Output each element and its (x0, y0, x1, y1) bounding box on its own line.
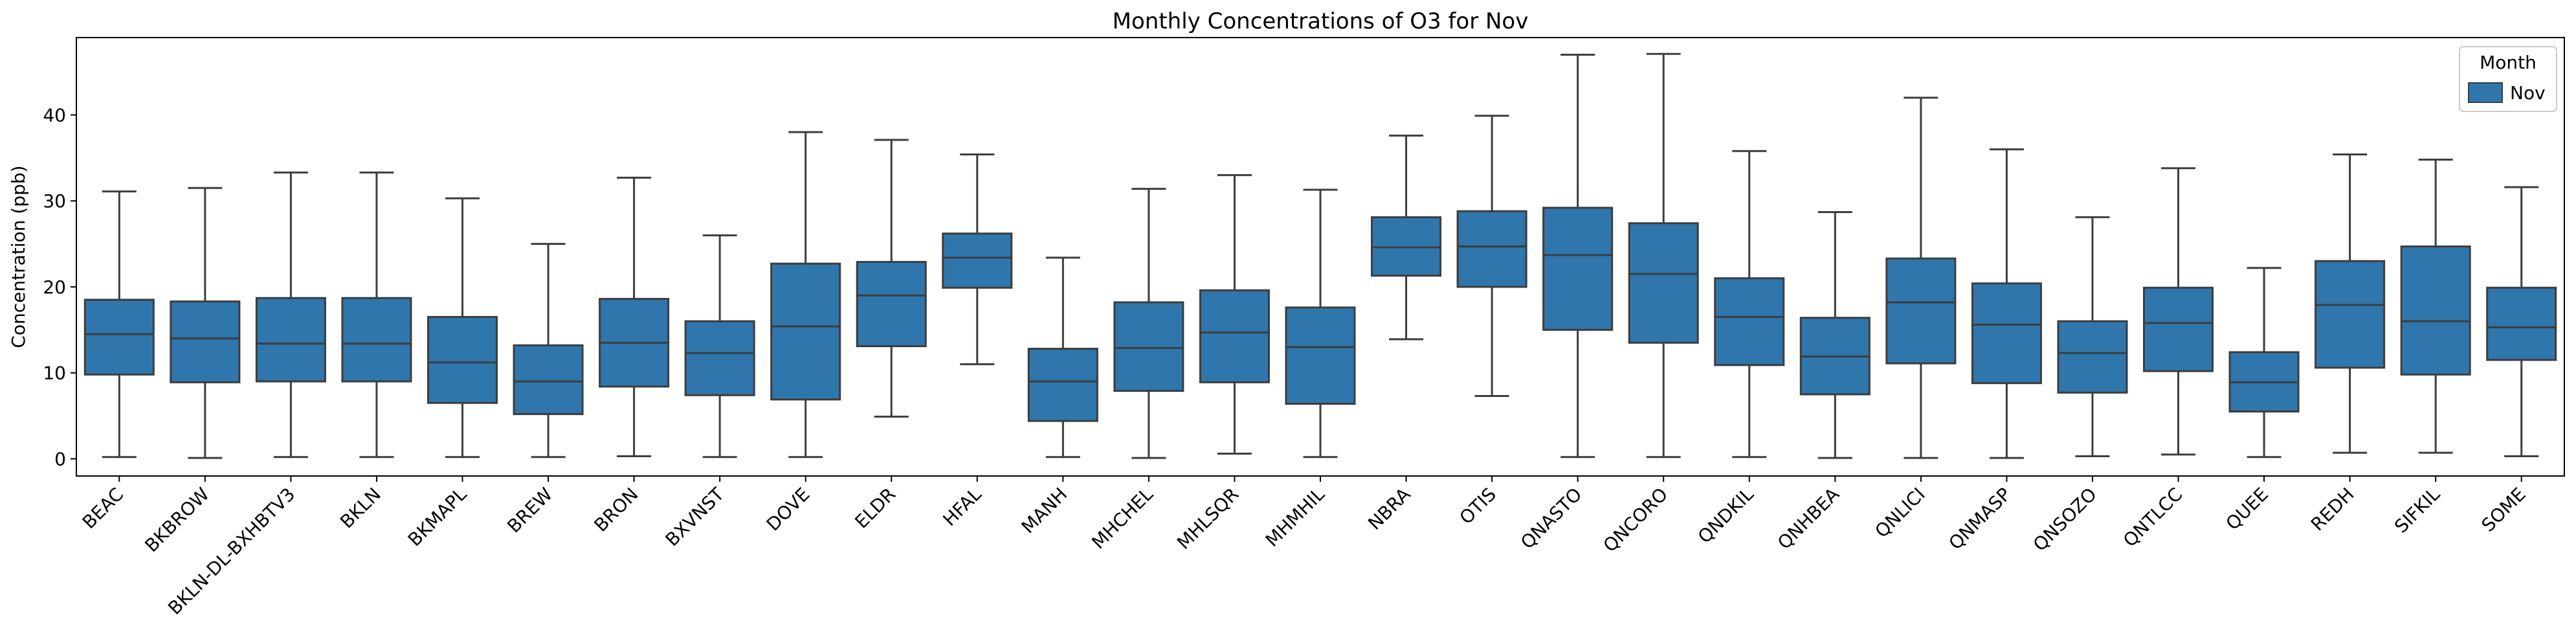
box-group-redh (2315, 153, 2386, 454)
y-tick-label: 10 (43, 363, 66, 384)
box-group-brew (513, 243, 584, 459)
x-tick-label: QNDKIL (1694, 483, 1758, 547)
box (2142, 286, 2214, 372)
box-group-qnsozo (2057, 216, 2128, 457)
box (1542, 207, 1614, 331)
x-tick-label: BEAC (78, 484, 128, 533)
box (170, 300, 241, 383)
box (770, 262, 841, 401)
x-tick-label: BKLN (336, 484, 385, 533)
box-group-beac (83, 190, 155, 459)
box (1027, 348, 1098, 422)
y-tick-label: 40 (43, 104, 66, 126)
box (83, 299, 155, 376)
box-group-qnasto (1542, 54, 1614, 459)
legend-swatch (2468, 82, 2503, 103)
y-tick-label: 20 (43, 277, 66, 298)
x-tick-label: SOME (2478, 484, 2530, 536)
box (1456, 210, 1527, 288)
x-tick-label: BKBROW (140, 484, 213, 556)
x-tick-label: QNASTO (1516, 484, 1586, 554)
x-tick-label: QNCORO (1599, 484, 1672, 556)
box (856, 260, 927, 348)
x-tick-label: BKMAPL (404, 483, 471, 550)
box (255, 297, 326, 383)
x-tick-label: MHMHIL (1261, 483, 1329, 550)
box (1885, 257, 1957, 365)
legend-entry-label: Nov (2510, 82, 2546, 104)
box-group-bkmapl (427, 197, 498, 459)
box-group-manh (1027, 256, 1098, 459)
box-group-nbra (1371, 134, 1442, 341)
box (1285, 306, 1356, 405)
y-tick-label: 0 (54, 448, 66, 470)
x-tick-label: HFAL (938, 483, 986, 530)
x-tick-label: QNHBEA (1773, 484, 1843, 554)
x-tick-label: REDH (2307, 484, 2359, 536)
x-tick-label: QNSOZO (2029, 484, 2101, 556)
box (2057, 320, 2128, 394)
box-group-eldr (856, 139, 927, 418)
box-group-bron (599, 176, 670, 457)
box-group-qntlcc (2142, 167, 2214, 456)
y-tick-label: 30 (43, 190, 66, 212)
box-group-mhmhil (1285, 188, 1356, 459)
box (2315, 260, 2386, 369)
x-tick-label: MHCHEL (1087, 483, 1157, 553)
box-group-otis (1456, 115, 1527, 398)
box (1199, 289, 1270, 383)
box (2400, 245, 2471, 376)
chart-title: Monthly Concentrations of O3 for Nov (1113, 8, 1529, 34)
x-tick-label: SIFKIL (2390, 483, 2444, 537)
box (513, 344, 584, 415)
box-group-bxvnst (684, 234, 755, 459)
x-tick-label: MANH (1017, 484, 1072, 538)
box (1971, 282, 2042, 385)
box-group-mhlsqr (1199, 174, 1270, 455)
box-group-bkbrow (170, 187, 241, 459)
x-tick-label: QNLICI (1871, 484, 1929, 542)
x-tick-label: BRON (590, 484, 642, 536)
box-group-bkln (341, 171, 412, 459)
box (427, 315, 498, 404)
box-group-qncoro (1628, 52, 1699, 459)
legend-title: Month (2480, 52, 2537, 73)
box-group-dove (770, 131, 841, 459)
x-tick-label: BREW (503, 484, 557, 538)
x-tick-label: QUEE (2222, 484, 2272, 534)
box-group-quee (2228, 267, 2300, 459)
x-tick-label: MHLSQR (1173, 484, 1243, 554)
x-tick-label: BXVNST (661, 483, 729, 550)
plot-area (83, 52, 2557, 459)
x-tick-label: DOVE (762, 484, 814, 536)
box-group-mhchel (1113, 188, 1184, 459)
box (1113, 301, 1184, 392)
box-group-qndkil (1714, 150, 1785, 459)
y-axis-label: Concentration (ppb) (8, 165, 29, 348)
box (1628, 222, 1699, 344)
box-group-qnmasp (1971, 148, 2042, 459)
box (1714, 277, 1785, 367)
box (684, 320, 755, 396)
legend: Month Nov (2459, 46, 2557, 112)
box-group-sifkil (2400, 158, 2471, 454)
x-tick-label: ELDR (850, 484, 900, 533)
x-tick-label: NBRA (1364, 484, 1414, 534)
x-tick-label: QNMASP (1944, 484, 2015, 554)
box-group-bkln-dl-bxhbtv3 (255, 171, 326, 459)
x-tick-label: OTIS (1456, 484, 1500, 528)
box (2486, 286, 2557, 361)
x-tick-label: QNTLCC (2119, 484, 2187, 552)
box (942, 232, 1013, 289)
box (341, 297, 412, 383)
box-group-some (2486, 186, 2557, 457)
box-group-hfal (942, 153, 1013, 365)
box-group-qnhbea (1799, 210, 1871, 459)
box-group-qnlici (1885, 96, 1957, 459)
